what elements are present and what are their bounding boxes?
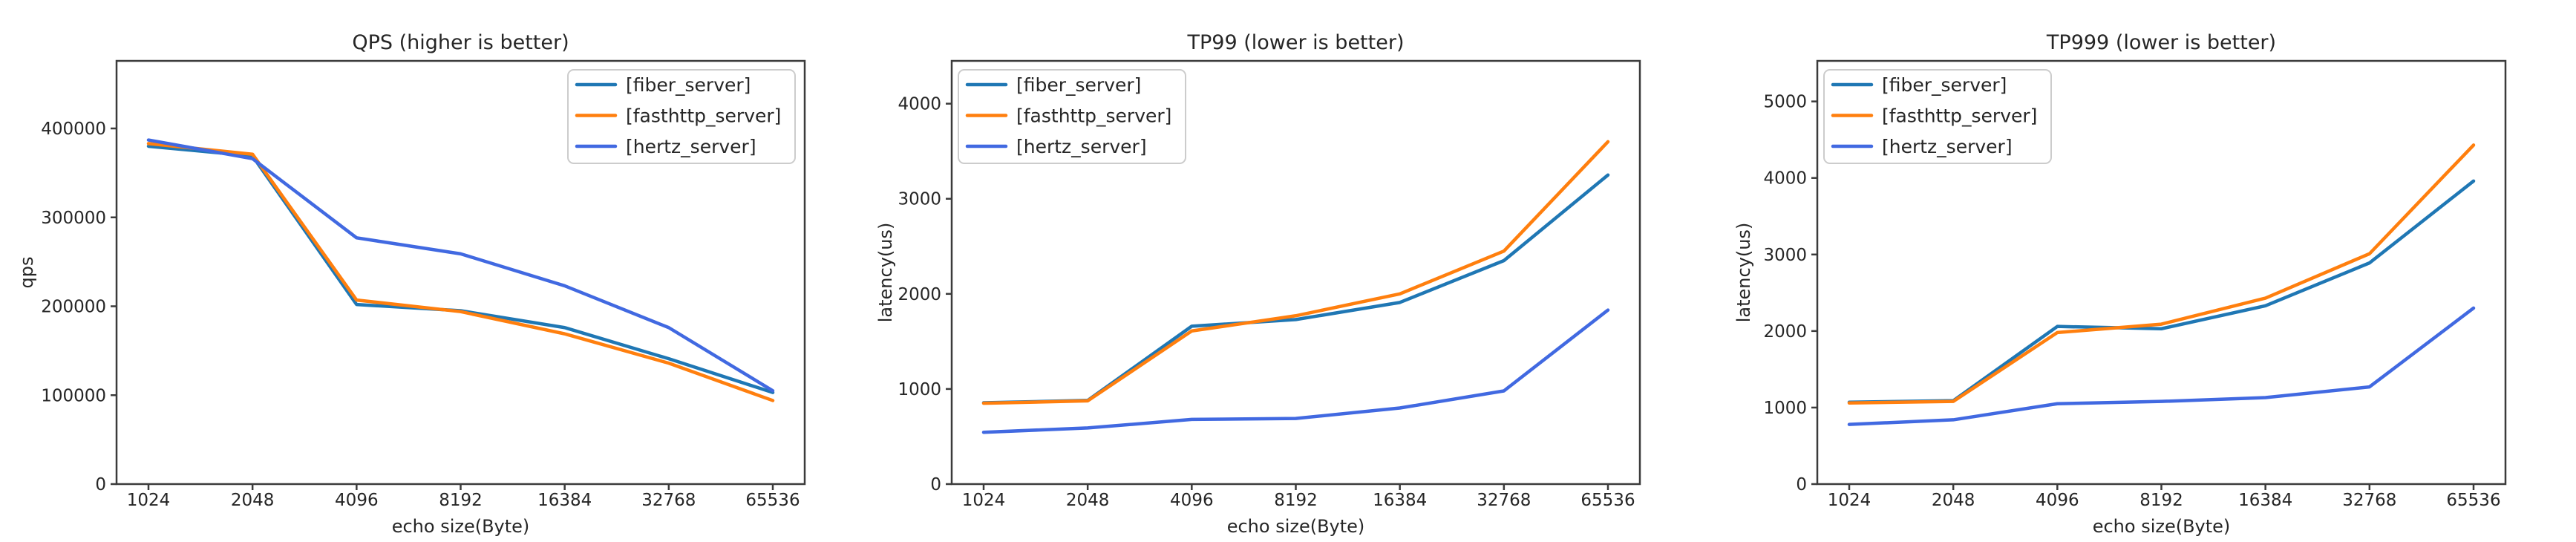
x-tick-label: 4096 xyxy=(1170,491,1214,510)
legend: [fiber_server] [fasthttp_server] [hertz_se… xyxy=(1823,69,2052,164)
legend-label-fiber_server: [fiber_server] xyxy=(626,74,751,96)
chart-panel-tp999: TP999 (lower is better) 0 1000 2000 3000 400… xyxy=(1717,0,2576,542)
legend-label-hertz_server: [hertz_server] xyxy=(1882,136,2013,157)
y-tick-label: 5000 xyxy=(1763,93,1807,112)
series-line-fiber_server xyxy=(1847,179,2476,404)
x-tick-label: 65536 xyxy=(745,491,800,510)
chart-title-tp999: TP999 (lower is better) xyxy=(2046,31,2277,54)
legend-label-fasthttp_server: [fasthttp_server] xyxy=(1882,105,2037,127)
x-tick-label: 32768 xyxy=(2342,491,2396,510)
series-line-fasthttp_server xyxy=(981,140,1610,405)
qps-chart-canvas: 0 100000 200000 300000 400000 1024 2048 4096 819… xyxy=(16,59,806,537)
chart-panel-tp99: TP99 (lower is better) 0 1000 2000 3000 4000… xyxy=(859,0,1718,542)
x-tick-label: 4096 xyxy=(2036,491,2079,510)
y-tick-label: 2000 xyxy=(1763,322,1807,342)
tp99-chart-canvas: 0 1000 2000 3000 4000 1024 2048 4096 8192 16384 32… xyxy=(875,59,1641,537)
legend: [fiber_server] [fasthttp_server] [hertz_se… xyxy=(567,69,796,164)
y-tick-label: 400000 xyxy=(41,120,106,139)
legend-box xyxy=(1823,69,2052,164)
y-tick-label: 100000 xyxy=(41,386,106,405)
x-tick-label: 16384 xyxy=(1373,491,1427,510)
legend-label-hertz_server: [hertz_server] xyxy=(1016,136,1147,157)
series-line-hertz_server xyxy=(1847,306,2476,426)
y-tick-label: 2000 xyxy=(898,285,941,304)
y-tick-label: 4000 xyxy=(1763,169,1807,189)
y-tick-label: 300000 xyxy=(41,209,106,228)
x-tick-label: 32768 xyxy=(641,491,696,510)
x-tick-label: 2048 xyxy=(1932,491,1975,510)
legend-label-fasthttp_server: [fasthttp_server] xyxy=(1016,105,1171,127)
chart-panel-qps: QPS (higher is better) 0 100000 200000 3000… xyxy=(0,0,859,542)
y-axis-label: latency(us) xyxy=(875,223,896,323)
legend-label-fiber_server: [fiber_server] xyxy=(1882,74,2007,96)
x-tick-label: 16384 xyxy=(537,491,592,510)
chart-title-tp99: TP99 (lower is better) xyxy=(1187,31,1405,54)
series-line-fiber_server xyxy=(146,144,775,394)
tp999-chart-canvas: 0 1000 2000 3000 4000 5000 1024 2048 4096 8192 163… xyxy=(1733,59,2507,537)
series-line-fasthttp_server xyxy=(146,142,775,402)
legend-label-fasthttp_server: [fasthttp_server] xyxy=(626,105,781,127)
series-line-fiber_server xyxy=(981,173,1610,405)
y-tick-label: 3000 xyxy=(898,190,941,209)
series-line-hertz_server xyxy=(146,138,775,393)
y-tick-label: 0 xyxy=(1796,475,1807,494)
y-tick-label: 1000 xyxy=(1763,399,1807,418)
y-tick-label: 200000 xyxy=(41,298,106,317)
y-tick-label: 0 xyxy=(95,475,106,494)
x-tick-label: 65536 xyxy=(1580,491,1635,510)
x-tick-label: 8192 xyxy=(2139,491,2183,510)
chart-title-qps: QPS (higher is better) xyxy=(352,31,569,54)
x-axis-label: echo size(Byte) xyxy=(392,516,530,537)
x-tick-label: 8192 xyxy=(1274,491,1318,510)
legend-box xyxy=(567,69,796,164)
series-line-hertz_server xyxy=(981,308,1610,434)
y-axis-label: latency(us) xyxy=(1733,223,1754,323)
x-tick-label: 2048 xyxy=(1066,491,1110,510)
x-tick-label: 8192 xyxy=(439,491,483,510)
series-line-fasthttp_server xyxy=(1847,143,2476,405)
legend-label-hertz_server: [hertz_server] xyxy=(626,136,756,157)
y-axis-label: qps xyxy=(16,257,37,289)
x-tick-label: 2048 xyxy=(231,491,275,510)
legend: [fiber_server] [fasthttp_server] [hertz_se… xyxy=(958,69,1186,164)
y-tick-label: 4000 xyxy=(898,95,941,114)
x-tick-label: 1024 xyxy=(127,491,171,510)
x-tick-label: 32768 xyxy=(1477,491,1531,510)
x-tick-label: 1024 xyxy=(962,491,1006,510)
x-tick-label: 65536 xyxy=(2446,491,2500,510)
y-tick-label: 0 xyxy=(930,475,941,494)
y-tick-label: 3000 xyxy=(1763,246,1807,265)
legend-box xyxy=(958,69,1186,164)
x-axis-label: echo size(Byte) xyxy=(2093,516,2231,537)
legend-label-fiber_server: [fiber_server] xyxy=(1016,74,1141,96)
x-tick-label: 1024 xyxy=(1828,491,1871,510)
x-axis-label: echo size(Byte) xyxy=(1227,516,1365,537)
x-tick-label: 4096 xyxy=(335,491,379,510)
x-tick-label: 16384 xyxy=(2238,491,2292,510)
y-tick-label: 1000 xyxy=(898,380,941,399)
